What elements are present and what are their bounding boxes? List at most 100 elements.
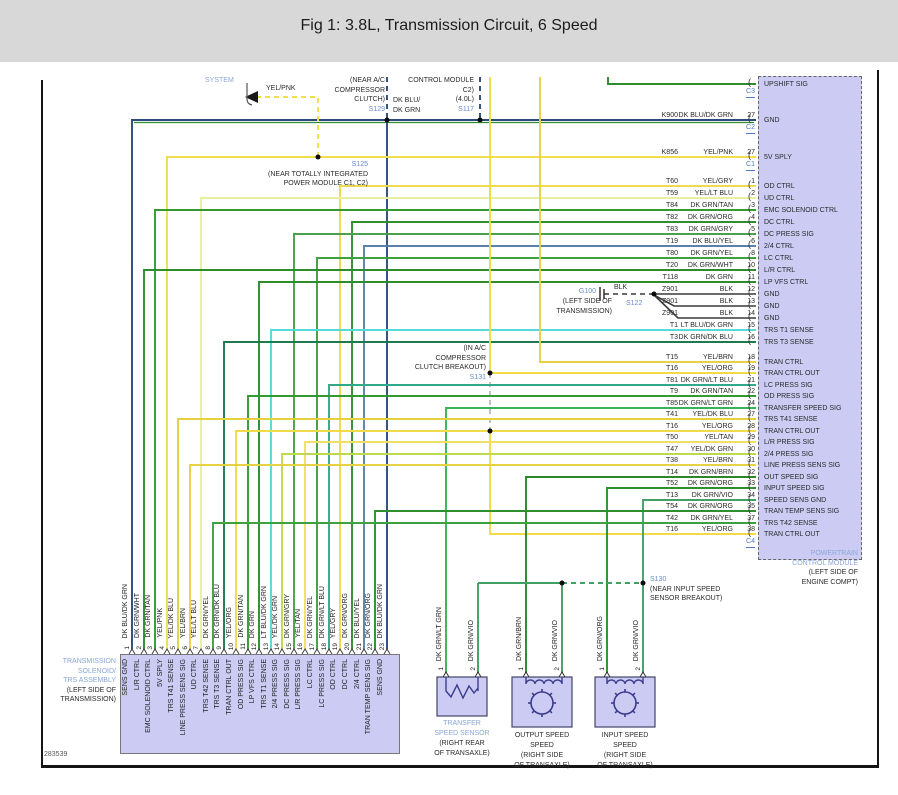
sensor-pin-color-label: DK GRN/VIO bbox=[468, 619, 475, 661]
wire bbox=[200, 197, 756, 650]
solenoid-pin-signal-label: DC CTRL bbox=[342, 659, 349, 690]
solenoid-pin-number: 4 bbox=[159, 646, 166, 650]
pcm-row-circuit-label: T9 bbox=[669, 388, 678, 395]
input-speed-sensor-label: INPUT SPEED bbox=[601, 732, 649, 739]
wire bbox=[212, 522, 756, 650]
pcm-row-pin-number: 13 bbox=[747, 298, 755, 305]
transfer-speed-sensor-label: TRANSFER bbox=[443, 720, 481, 727]
solenoid-pin-color-label: DK GRN/ORG bbox=[342, 592, 349, 638]
solenoid-pin-signal-label: L/R CTRL bbox=[134, 659, 141, 691]
pcm-row-circuit-label: T3 bbox=[669, 334, 678, 341]
pcm-row-pin-number: 30 bbox=[747, 446, 755, 453]
pcm-pin-socket-icon: ( bbox=[748, 150, 751, 160]
tone-wheel-tooth bbox=[549, 710, 553, 714]
title-bar bbox=[0, 0, 898, 62]
ground-symbol-g100 bbox=[599, 287, 607, 301]
pcm-pin-socket-icon: ( bbox=[748, 458, 751, 468]
pcm-signal-label: SPEED SENS GND bbox=[764, 497, 827, 504]
wire bbox=[154, 209, 756, 650]
pcm-signal-label: 2/4 PRESS SIG bbox=[764, 451, 814, 458]
pcm-row-circuit-label: T59 bbox=[665, 190, 678, 197]
tone-wheel-tooth bbox=[531, 710, 535, 714]
connector-chevron-icon bbox=[474, 671, 482, 678]
pcm-row-wire-color-label: DK GRN/YEL bbox=[690, 250, 733, 257]
pcm-signal-label: 2/4 CTRL bbox=[764, 243, 794, 250]
wire bbox=[653, 294, 756, 307]
pcm-pin-socket-icon: ( bbox=[748, 239, 751, 249]
pcm-pin-socket-icon: ( bbox=[748, 389, 751, 399]
sensor-pin-number: 2 bbox=[470, 667, 477, 671]
wire bbox=[316, 257, 756, 650]
pcm-signal-label: GND bbox=[764, 291, 780, 298]
solenoid-pin-color-label: DK GRN/DK BLU bbox=[214, 583, 221, 638]
pcm-pin-socket-icon: ( bbox=[748, 481, 751, 491]
tone-wheel-tooth bbox=[632, 692, 636, 696]
splice-junction-dot bbox=[487, 370, 493, 376]
pcm-row-wire-color-label: YEL/TAN bbox=[704, 434, 733, 441]
pcm-row-wire-color-label: BLK bbox=[719, 298, 733, 305]
pcm-row-wire-color-label: DK GRN/GRY bbox=[688, 226, 733, 233]
wire bbox=[270, 329, 756, 650]
pcm-row-circuit-label: T83 bbox=[665, 226, 678, 233]
pcm-signal-label: TRAN CTRL bbox=[764, 359, 804, 366]
pcm-row-wire-color-label: DK GRN/VIO bbox=[691, 492, 733, 499]
connector-chevron-icon bbox=[186, 648, 194, 655]
pcm-row-wire-color-label: YEL/DK GRN bbox=[690, 446, 733, 453]
input-speed-sensor-label: OF TRANSAXLE) bbox=[597, 762, 653, 769]
pcm-signal-label: LP VFS CTRL bbox=[764, 279, 809, 286]
pcm-row-wire-color-label: DK GRN/ORG bbox=[687, 480, 733, 487]
yel-pnk-wire-label: YEL/PNK bbox=[266, 85, 296, 92]
wire bbox=[339, 185, 756, 650]
solenoid-pin-signal-label: UD CTRL bbox=[191, 659, 198, 690]
pcm-pin-socket-icon: ( bbox=[748, 366, 751, 376]
pcm-row-circuit-label: T1 bbox=[669, 322, 678, 329]
connector-chevron-icon bbox=[325, 648, 333, 655]
pcm-row-wire-color-label: DK GRN/DK BLU bbox=[678, 334, 733, 341]
pcm-row-circuit-label: T50 bbox=[665, 434, 678, 441]
pcm-row-pin-number: 1 bbox=[751, 178, 755, 185]
pcm-signal-label: INPUT SPEED SIG bbox=[764, 485, 825, 492]
connector-chevron-icon bbox=[371, 648, 379, 655]
tone-wheel-tooth bbox=[614, 692, 618, 696]
pcm-pin-socket-icon: ( bbox=[748, 77, 751, 87]
frame-bottom-border bbox=[41, 765, 879, 768]
pcm-signal-label: TRS T3 SENSE bbox=[764, 339, 814, 346]
solenoid-pin-color-label: DK BLU/DK GRN bbox=[122, 583, 129, 638]
splice-junction-dot bbox=[559, 580, 565, 586]
pcm-pin-socket-icon: ( bbox=[748, 493, 751, 503]
solenoid-pin-number: 17 bbox=[309, 642, 316, 650]
solenoid-pin-number: 16 bbox=[297, 642, 304, 650]
pcm-row-circuit-label: T16 bbox=[665, 526, 678, 533]
pcm-row-wire-color-label: DK GRN/LT GRN bbox=[678, 400, 733, 407]
solenoid-pin-number: 18 bbox=[321, 642, 328, 650]
sensor-pin-color-label: DK GRN/ORG bbox=[597, 615, 604, 661]
connector-chevron-icon bbox=[220, 648, 228, 655]
pcm-signal-label: L/R CTRL bbox=[764, 267, 796, 274]
solenoid-pin-color-label: DK GRN bbox=[249, 610, 256, 638]
pcm-pin-socket-icon: ( bbox=[748, 378, 751, 388]
wire bbox=[143, 269, 756, 650]
wire bbox=[525, 476, 756, 673]
pcm-row-circuit-label: T15 bbox=[665, 354, 678, 361]
pcm-row-wire-color-label: BLK bbox=[719, 286, 733, 293]
pcm-row-pin-number: 19 bbox=[747, 365, 755, 372]
pcm-row-wire-color-label: DK GRN/TAN bbox=[690, 202, 733, 209]
connector-chevron-icon bbox=[232, 648, 240, 655]
solenoid-pin-signal-label: LP VFS CTRL bbox=[249, 659, 256, 704]
wire bbox=[328, 384, 756, 650]
offpage-system-text: SYSTEM bbox=[205, 77, 234, 84]
pcm-row-circuit-label: T81 bbox=[665, 377, 678, 384]
pcm-signal-label: TRAN CTRL OUT bbox=[764, 428, 820, 435]
solenoid-pin-signal-label: OD PRESS SIG bbox=[238, 659, 245, 710]
wire bbox=[247, 395, 756, 650]
solenoid-pin-number: 20 bbox=[344, 642, 351, 650]
pcm-row-pin-number: 37 bbox=[747, 515, 755, 522]
connector-chevron-icon bbox=[603, 671, 611, 678]
solenoid-pin-number: 5 bbox=[170, 646, 177, 650]
solenoid-pin-signal-label: TRS T42 SENSE bbox=[203, 659, 210, 713]
solenoid-pin-signal-label: TRAN TEMP SENS SIG bbox=[365, 659, 372, 735]
pcm-signal-label: TRAN CTRL OUT bbox=[764, 531, 820, 538]
wire bbox=[131, 119, 756, 650]
pcm-row-circuit-label: T85 bbox=[665, 400, 678, 407]
pcm-row-circuit-label: Z901 bbox=[662, 298, 678, 305]
